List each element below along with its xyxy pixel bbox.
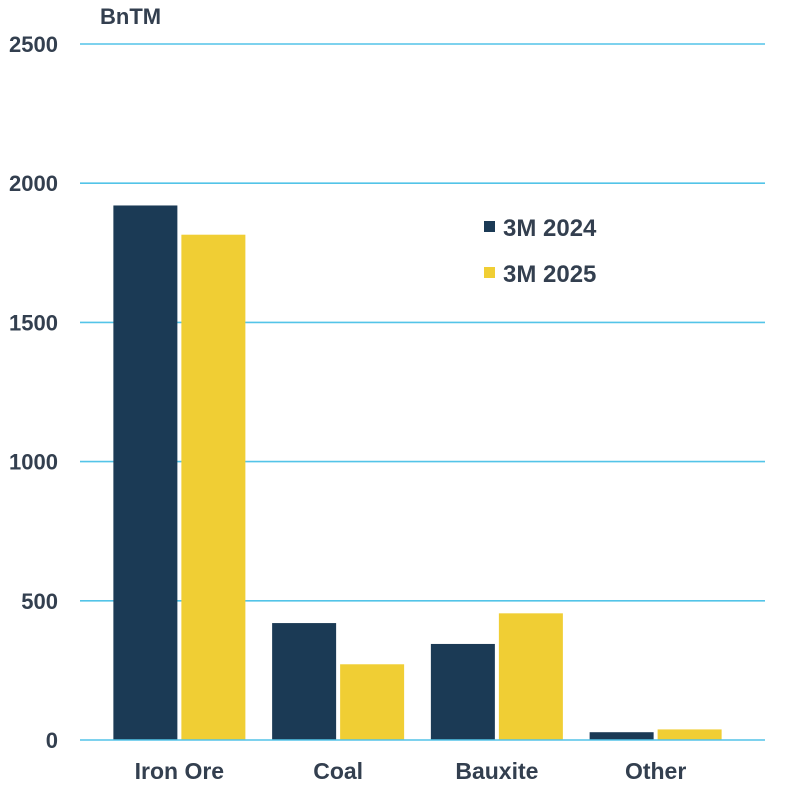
y-tick-label: 500 [21, 589, 58, 614]
legend-label: 3M 2025 [503, 261, 596, 288]
y-tick-label: 0 [46, 728, 58, 753]
category-label: Other [625, 758, 686, 784]
bar-bauxite-2 [498, 613, 563, 740]
bar-coal-1 [272, 623, 337, 740]
category-label: Bauxite [455, 758, 538, 784]
y-tick-label: 2500 [9, 32, 58, 57]
category-label: Coal [313, 758, 363, 784]
y-tick-label: 1000 [9, 450, 58, 475]
bar-iron-ore-2 [181, 234, 246, 741]
legend: 3M 2024 3M 2025 [484, 215, 597, 288]
y-tick-label: 2000 [9, 171, 58, 196]
bars [113, 205, 722, 741]
unit-label: BnTM [100, 4, 161, 29]
bar-iron-ore-1 [113, 205, 178, 741]
bar-coal-2 [340, 664, 405, 740]
legend-swatch [484, 267, 495, 278]
category-labels: Iron Ore Coal Bauxite Other [135, 758, 687, 784]
bar-other-2 [657, 729, 722, 740]
bar-bauxite-1 [430, 643, 495, 740]
y-axis-ticks: 0 500 1000 1500 2000 2500 [9, 32, 58, 753]
y-tick-label: 1500 [9, 310, 58, 335]
bar-other-1 [589, 732, 654, 740]
legend-swatch [484, 221, 495, 232]
category-label: Iron Ore [135, 758, 224, 784]
legend-label: 3M 2024 [503, 215, 597, 242]
